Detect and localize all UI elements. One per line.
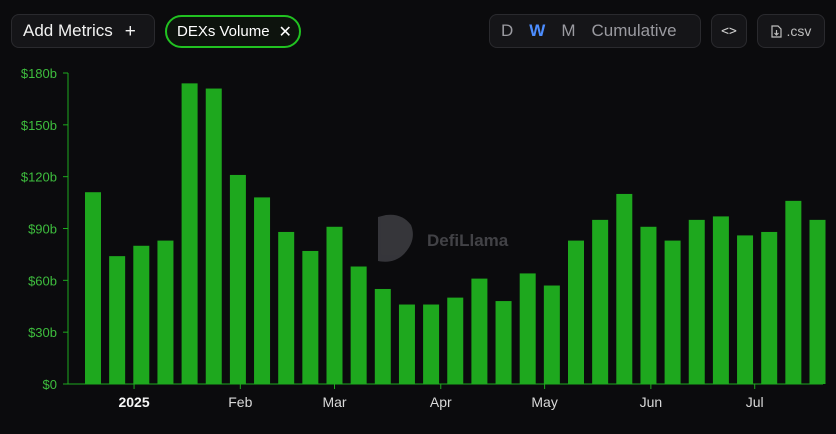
bar[interactable] — [664, 240, 681, 384]
bar[interactable] — [109, 256, 126, 384]
x-tick-label: Jun — [640, 394, 663, 410]
period-monthly-button[interactable]: M — [561, 21, 576, 40]
y-tick-label: $0 — [43, 377, 57, 392]
bar[interactable] — [616, 193, 633, 384]
bar[interactable] — [688, 219, 705, 384]
metric-chip-dexs-volume[interactable]: DEXs Volume ✕ — [165, 15, 301, 48]
bar[interactable] — [543, 285, 560, 384]
bar[interactable] — [447, 297, 464, 384]
bar[interactable] — [712, 216, 729, 384]
bar[interactable] — [592, 219, 609, 384]
x-tick-label: Apr — [430, 394, 452, 410]
bar[interactable] — [568, 240, 584, 384]
bar[interactable] — [785, 200, 802, 384]
period-weekly-button[interactable]: W — [529, 21, 546, 40]
csv-label: .csv — [786, 23, 812, 39]
bar[interactable] — [205, 88, 222, 385]
llama-logo — [378, 214, 413, 262]
bar[interactable] — [254, 197, 271, 384]
csv-download-button[interactable]: .csv — [757, 14, 825, 48]
add-metrics-button[interactable]: Add Metrics + — [11, 14, 155, 48]
bar[interactable] — [398, 304, 415, 384]
plus-icon: + — [124, 20, 136, 42]
y-tick-label: $180b — [21, 66, 57, 81]
bar[interactable] — [229, 174, 246, 384]
bar[interactable] — [423, 304, 440, 384]
y-tick-label: $90b — [28, 222, 57, 237]
period-daily-button[interactable]: D — [501, 21, 514, 40]
y-tick-label: $60b — [28, 273, 57, 288]
bar[interactable] — [640, 226, 657, 384]
metric-chip-label: DEXs Volume — [177, 23, 270, 40]
bar[interactable] — [302, 250, 319, 384]
bar[interactable] — [519, 273, 536, 384]
embed-button[interactable]: <> — [711, 14, 747, 48]
y-tick-label: $120b — [21, 170, 57, 185]
x-tick-label: Jul — [746, 394, 764, 410]
bar[interactable] — [85, 192, 101, 384]
x-tick-label: 2025 — [118, 394, 149, 410]
bar[interactable] — [326, 226, 343, 384]
bar[interactable] — [737, 235, 754, 384]
bar[interactable] — [181, 83, 198, 384]
period-cumulative-button[interactable]: Cumulative — [591, 21, 677, 40]
bar[interactable] — [278, 231, 295, 384]
bar[interactable] — [133, 245, 150, 384]
close-icon[interactable]: ✕ — [278, 23, 292, 41]
bar[interactable] — [350, 266, 367, 384]
bar[interactable] — [471, 278, 488, 384]
bar[interactable] — [374, 288, 391, 384]
bar[interactable] — [495, 301, 512, 384]
x-tick-label: Mar — [322, 394, 346, 410]
bar[interactable] — [809, 219, 826, 384]
code-icon: <> — [721, 23, 737, 39]
y-tick-label: $30b — [28, 325, 57, 340]
watermark-text: DefiLlama — [427, 231, 509, 250]
add-metrics-label: Add Metrics — [23, 21, 113, 40]
x-tick-label: Feb — [228, 394, 252, 410]
bar[interactable] — [761, 231, 778, 384]
x-tick-label: May — [531, 394, 557, 410]
file-download-icon — [770, 24, 782, 38]
bar[interactable] — [157, 240, 174, 384]
y-tick-label: $150b — [21, 118, 57, 133]
watermark: DefiLlama — [378, 214, 509, 262]
period-toggle-group: D W M Cumulative — [489, 14, 701, 48]
